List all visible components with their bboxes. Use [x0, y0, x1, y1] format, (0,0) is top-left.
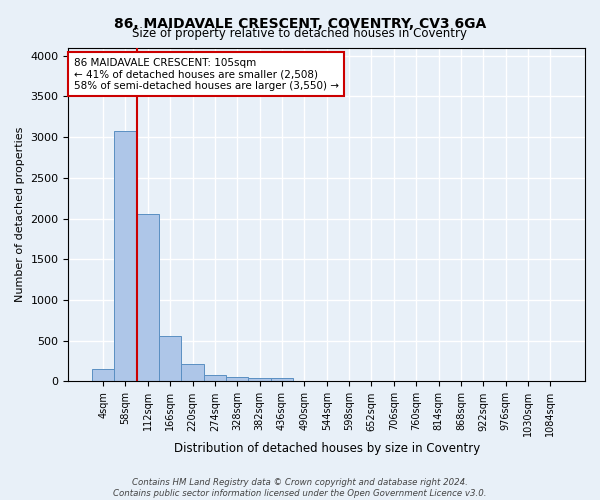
- Bar: [137, 214, 159, 382]
- Text: Contains HM Land Registry data © Crown copyright and database right 2024.
Contai: Contains HM Land Registry data © Crown c…: [113, 478, 487, 498]
- Bar: [159, 336, 181, 382]
- X-axis label: Distribution of detached houses by size in Coventry: Distribution of detached houses by size …: [173, 442, 480, 455]
- Text: 86 MAIDAVALE CRESCENT: 105sqm
← 41% of detached houses are smaller (2,508)
58% o: 86 MAIDAVALE CRESCENT: 105sqm ← 41% of d…: [74, 58, 338, 90]
- Bar: [248, 378, 271, 382]
- Y-axis label: Number of detached properties: Number of detached properties: [15, 127, 25, 302]
- Bar: [226, 377, 248, 382]
- Text: 86, MAIDAVALE CRESCENT, COVENTRY, CV3 6GA: 86, MAIDAVALE CRESCENT, COVENTRY, CV3 6G…: [114, 18, 486, 32]
- Text: Size of property relative to detached houses in Coventry: Size of property relative to detached ho…: [133, 28, 467, 40]
- Bar: [114, 130, 137, 382]
- Bar: [92, 370, 114, 382]
- Bar: [204, 376, 226, 382]
- Bar: [271, 378, 293, 382]
- Bar: [181, 364, 204, 382]
